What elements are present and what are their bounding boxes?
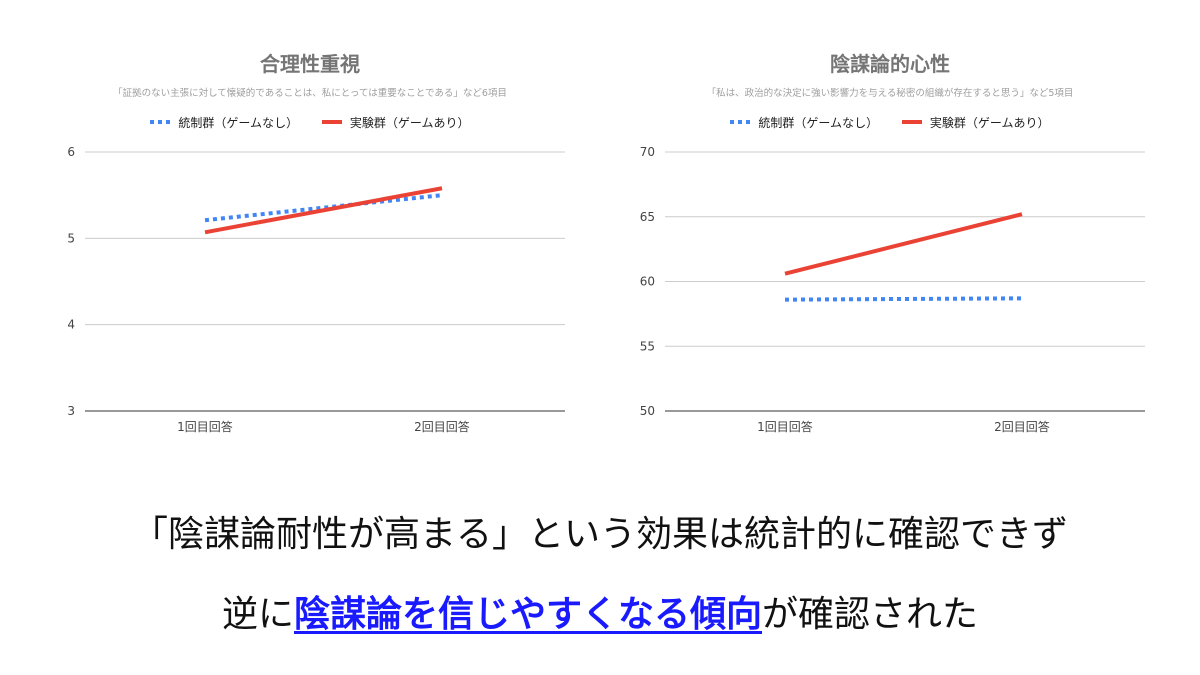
y-tick-label: 65 — [640, 210, 655, 224]
series-line — [204, 193, 443, 223]
y-tick-label: 6 — [67, 145, 75, 159]
legend-label: 実験群（ゲームあり） — [349, 115, 470, 130]
series-line — [784, 296, 1023, 302]
caption-text: 逆に — [221, 594, 294, 635]
legend-swatch — [730, 120, 751, 124]
caption-line-1: 「陰謀論耐性が高まる」という効果は統計的に確認できず — [131, 514, 1068, 555]
y-tick-label: 60 — [640, 275, 655, 289]
y-tick-label: 55 — [640, 339, 655, 353]
caption-highlight: 陰謀論を信じやすくなる傾向 — [293, 593, 762, 635]
legend-swatch — [321, 120, 342, 124]
plot-area: 3 4 5 6 1回目回答 2回目回答 — [67, 145, 565, 434]
legend-item-experiment: 実験群（ゲームあり） — [321, 114, 470, 131]
caption-text: が確認された — [762, 594, 979, 635]
legend-item-control: 統制群（ゲームなし） — [150, 114, 298, 131]
chart-conspiracy: 陰謀論的心性 「私は、政治的な決定に強い影響力を与える秘密の組織が存在すると思う… — [610, 40, 1170, 450]
chart-rationality: 合理性重視 「証拠のない主張に対して懐疑的であることは、私にとっては重要なことで… — [30, 40, 590, 450]
legend-swatch — [901, 120, 922, 124]
y-tick-label: 4 — [67, 318, 75, 332]
legend: 統制群（ゲームなし） 実験群（ゲームあり） — [610, 113, 1170, 131]
x-tick-label: 1回目回答 — [177, 419, 233, 434]
legend: 統制群（ゲームなし） 実験群（ゲームあり） — [30, 113, 590, 131]
legend-item-control: 統制群（ゲームなし） — [730, 114, 878, 131]
legend-swatch — [150, 120, 171, 124]
legend-label: 実験群（ゲームあり） — [929, 115, 1050, 130]
y-tick-label: 50 — [640, 404, 655, 418]
chart-title: 陰謀論的心性 — [830, 52, 950, 76]
y-tick-label: 3 — [67, 404, 75, 418]
x-tick-label: 1回目回答 — [757, 419, 813, 434]
caption-line-2: 逆に陰謀論を信じやすくなる傾向が確認された — [0, 585, 1200, 637]
legend-item-experiment: 実験群（ゲームあり） — [901, 114, 1050, 131]
series-line — [784, 212, 1023, 276]
y-tick-label: 70 — [640, 145, 655, 159]
y-tick-label: 5 — [67, 231, 75, 245]
x-tick-label: 2回目回答 — [994, 419, 1050, 434]
x-tick-label: 2回目回答 — [414, 419, 470, 434]
plot-area: 50 55 60 65 70 1回目回答 2回目回答 — [640, 145, 1145, 434]
chart-title: 合理性重視 — [260, 52, 360, 76]
series-line — [204, 186, 443, 235]
legend-label: 統制群（ゲームなし） — [758, 115, 879, 130]
chart-subtitle: 「私は、政治的な決定に強い影響力を与える秘密の組織が存在すると思う」など5項目 — [706, 88, 1074, 99]
legend-label: 統制群（ゲームなし） — [178, 115, 299, 130]
chart-subtitle: 「証拠のない主張に対して懐疑的であることは、私にとっては重要なことである」など6… — [113, 88, 507, 99]
